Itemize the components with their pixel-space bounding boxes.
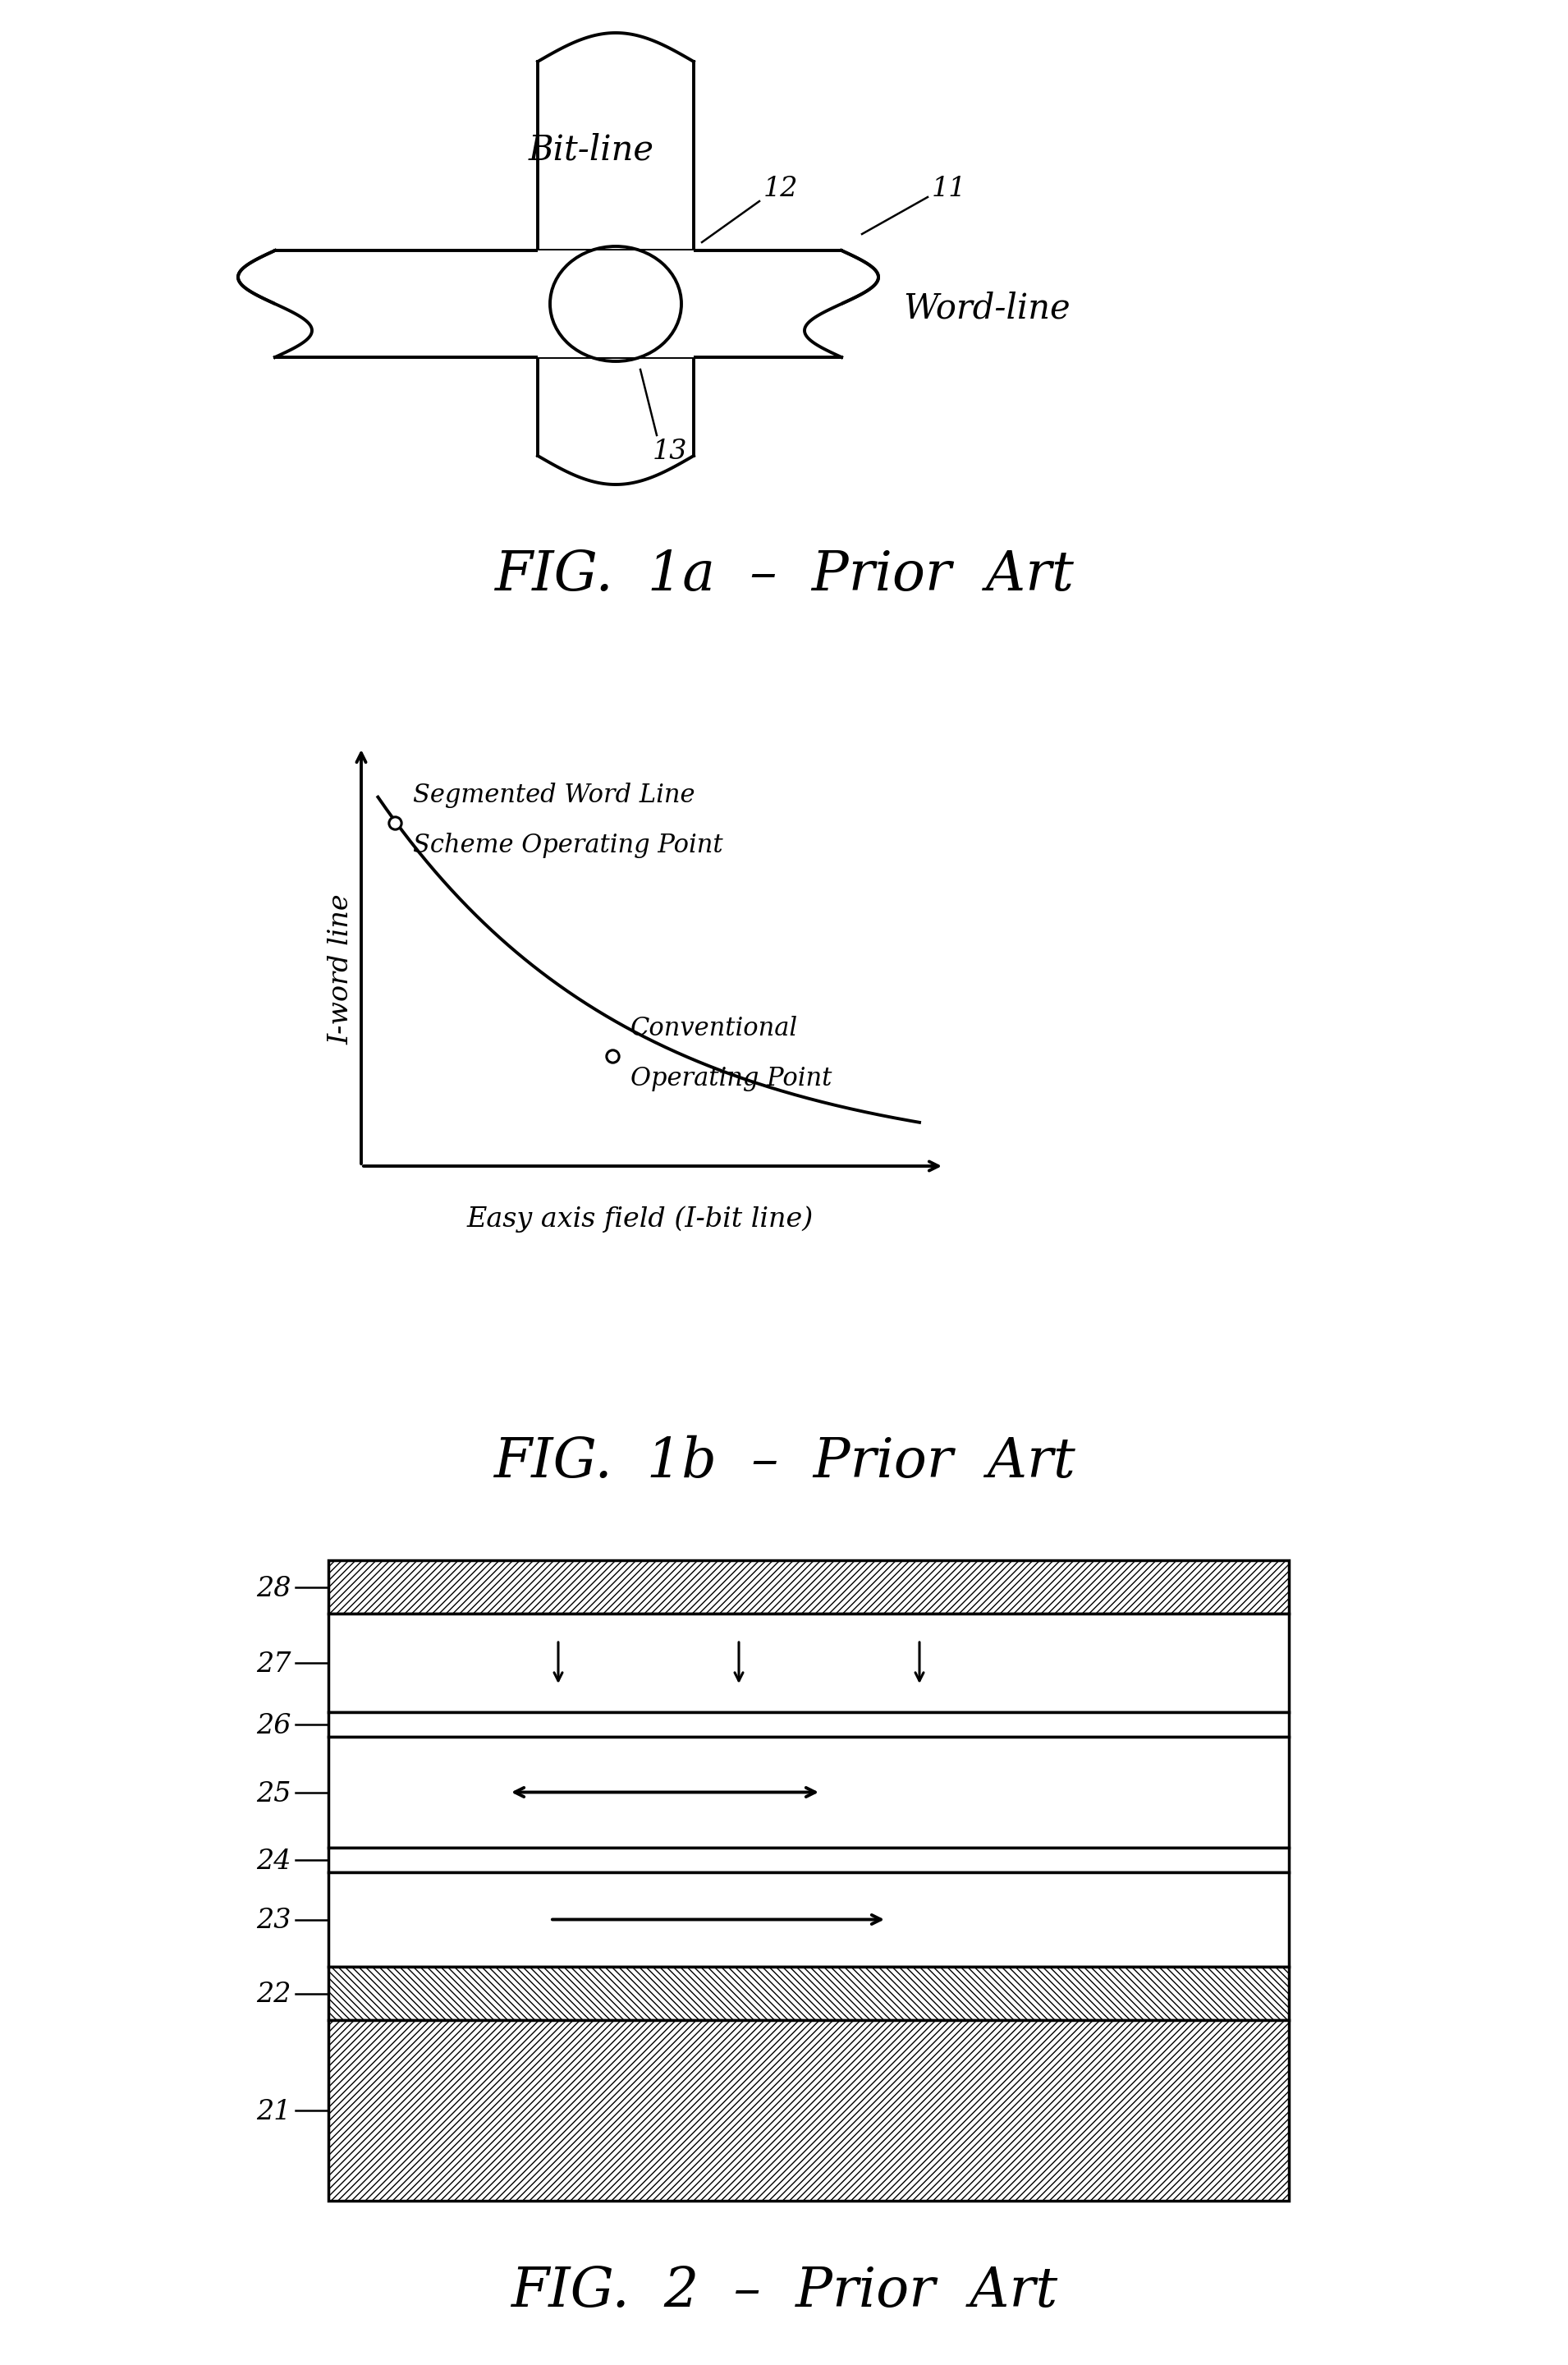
Bar [328, 1712, 1289, 1736]
Text: FIG.  2  –  Prior  Art: FIG. 2 – Prior Art [511, 2263, 1057, 2318]
Text: I-word line: I-word line [328, 894, 354, 1045]
Text: FIG.  1b  –  Prior  Art: FIG. 1b – Prior Art [492, 1436, 1076, 1488]
Text: Scheme Operating Point: Scheme Operating Point [412, 832, 723, 858]
Text: Word-line: Word-line [903, 291, 1071, 324]
Text: 26: 26 [257, 1712, 292, 1738]
Text: 27: 27 [257, 1651, 292, 1677]
Text: Bit-line: Bit-line [528, 132, 654, 168]
Text: 25: 25 [257, 1781, 292, 1807]
Text: 23: 23 [257, 1909, 292, 1935]
Bar [328, 1561, 1289, 1613]
Bar [328, 2020, 1289, 2202]
Text: 13: 13 [652, 438, 687, 466]
Text: Segmented Word Line: Segmented Word Line [412, 783, 695, 809]
Text: Operating Point: Operating Point [630, 1067, 833, 1090]
Text: 24: 24 [257, 1849, 292, 1875]
Polygon shape [274, 251, 538, 357]
Bar [328, 1968, 1289, 2020]
Bar [328, 1847, 1289, 1873]
Polygon shape [538, 251, 693, 357]
Bar [328, 1736, 1289, 1847]
Text: 11: 11 [931, 175, 966, 201]
Bar [328, 1873, 1289, 1968]
Text: 28: 28 [257, 1575, 292, 1601]
Polygon shape [693, 251, 842, 357]
Text: 21: 21 [257, 2100, 292, 2126]
Text: Conventional: Conventional [630, 1015, 798, 1041]
Text: 12: 12 [764, 175, 798, 201]
Text: FIG.  1a  –  Prior  Art: FIG. 1a – Prior Art [494, 549, 1074, 601]
Text: Easy axis field (I-bit line): Easy axis field (I-bit line) [467, 1206, 814, 1232]
Text: 22: 22 [257, 1982, 292, 2008]
Bar [328, 1613, 1289, 1712]
